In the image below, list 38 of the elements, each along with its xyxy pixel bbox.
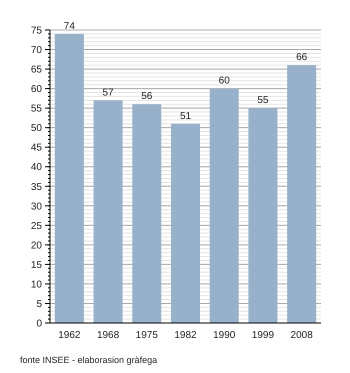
x-tick-label: 1990	[213, 330, 236, 341]
y-tick-label: 50	[30, 123, 42, 134]
y-tick-label: 65	[30, 64, 42, 76]
bar	[248, 108, 278, 323]
y-tick-label: 25	[30, 220, 42, 232]
y-tick-label: 20	[30, 240, 42, 252]
bar	[210, 88, 239, 323]
x-tick-label: 1962	[58, 330, 81, 341]
y-tick-label: 10	[30, 279, 42, 290]
y-tick-label: 35	[30, 182, 42, 193]
bar	[54, 34, 84, 323]
y-tick-label: 45	[30, 142, 42, 154]
source-note: fonte INSEE - elaborasion gràfega	[20, 355, 158, 365]
data-label: 66	[296, 52, 308, 64]
y-tick-label: 75	[30, 26, 42, 36]
x-tick-label: 1968	[96, 330, 120, 341]
y-tick-label: 30	[30, 201, 42, 212]
x-tick-label: 1975	[136, 330, 158, 341]
y-tick-label: 55	[30, 104, 42, 115]
x-tick-label: 1999	[252, 330, 274, 341]
x-tick-label: 2008	[290, 330, 314, 341]
data-label: 60	[218, 76, 230, 87]
y-tick-label: 70	[30, 45, 42, 56]
data-label: 74	[64, 20, 76, 32]
data-label: 56	[141, 91, 153, 102]
bar	[170, 124, 200, 323]
data-label: 51	[180, 110, 192, 122]
bar	[287, 65, 316, 323]
bar	[132, 104, 162, 323]
data-label: 55	[257, 95, 269, 106]
y-tick-label: 15	[30, 260, 42, 271]
bar	[94, 100, 123, 323]
x-tick-label: 1982	[174, 330, 198, 341]
y-tick-label: 40	[30, 162, 42, 174]
y-tick-label: 60	[30, 84, 42, 96]
y-tick-label: 5	[36, 298, 42, 310]
y-tick-label: 0	[36, 318, 42, 330]
data-label: 57	[102, 87, 114, 98]
